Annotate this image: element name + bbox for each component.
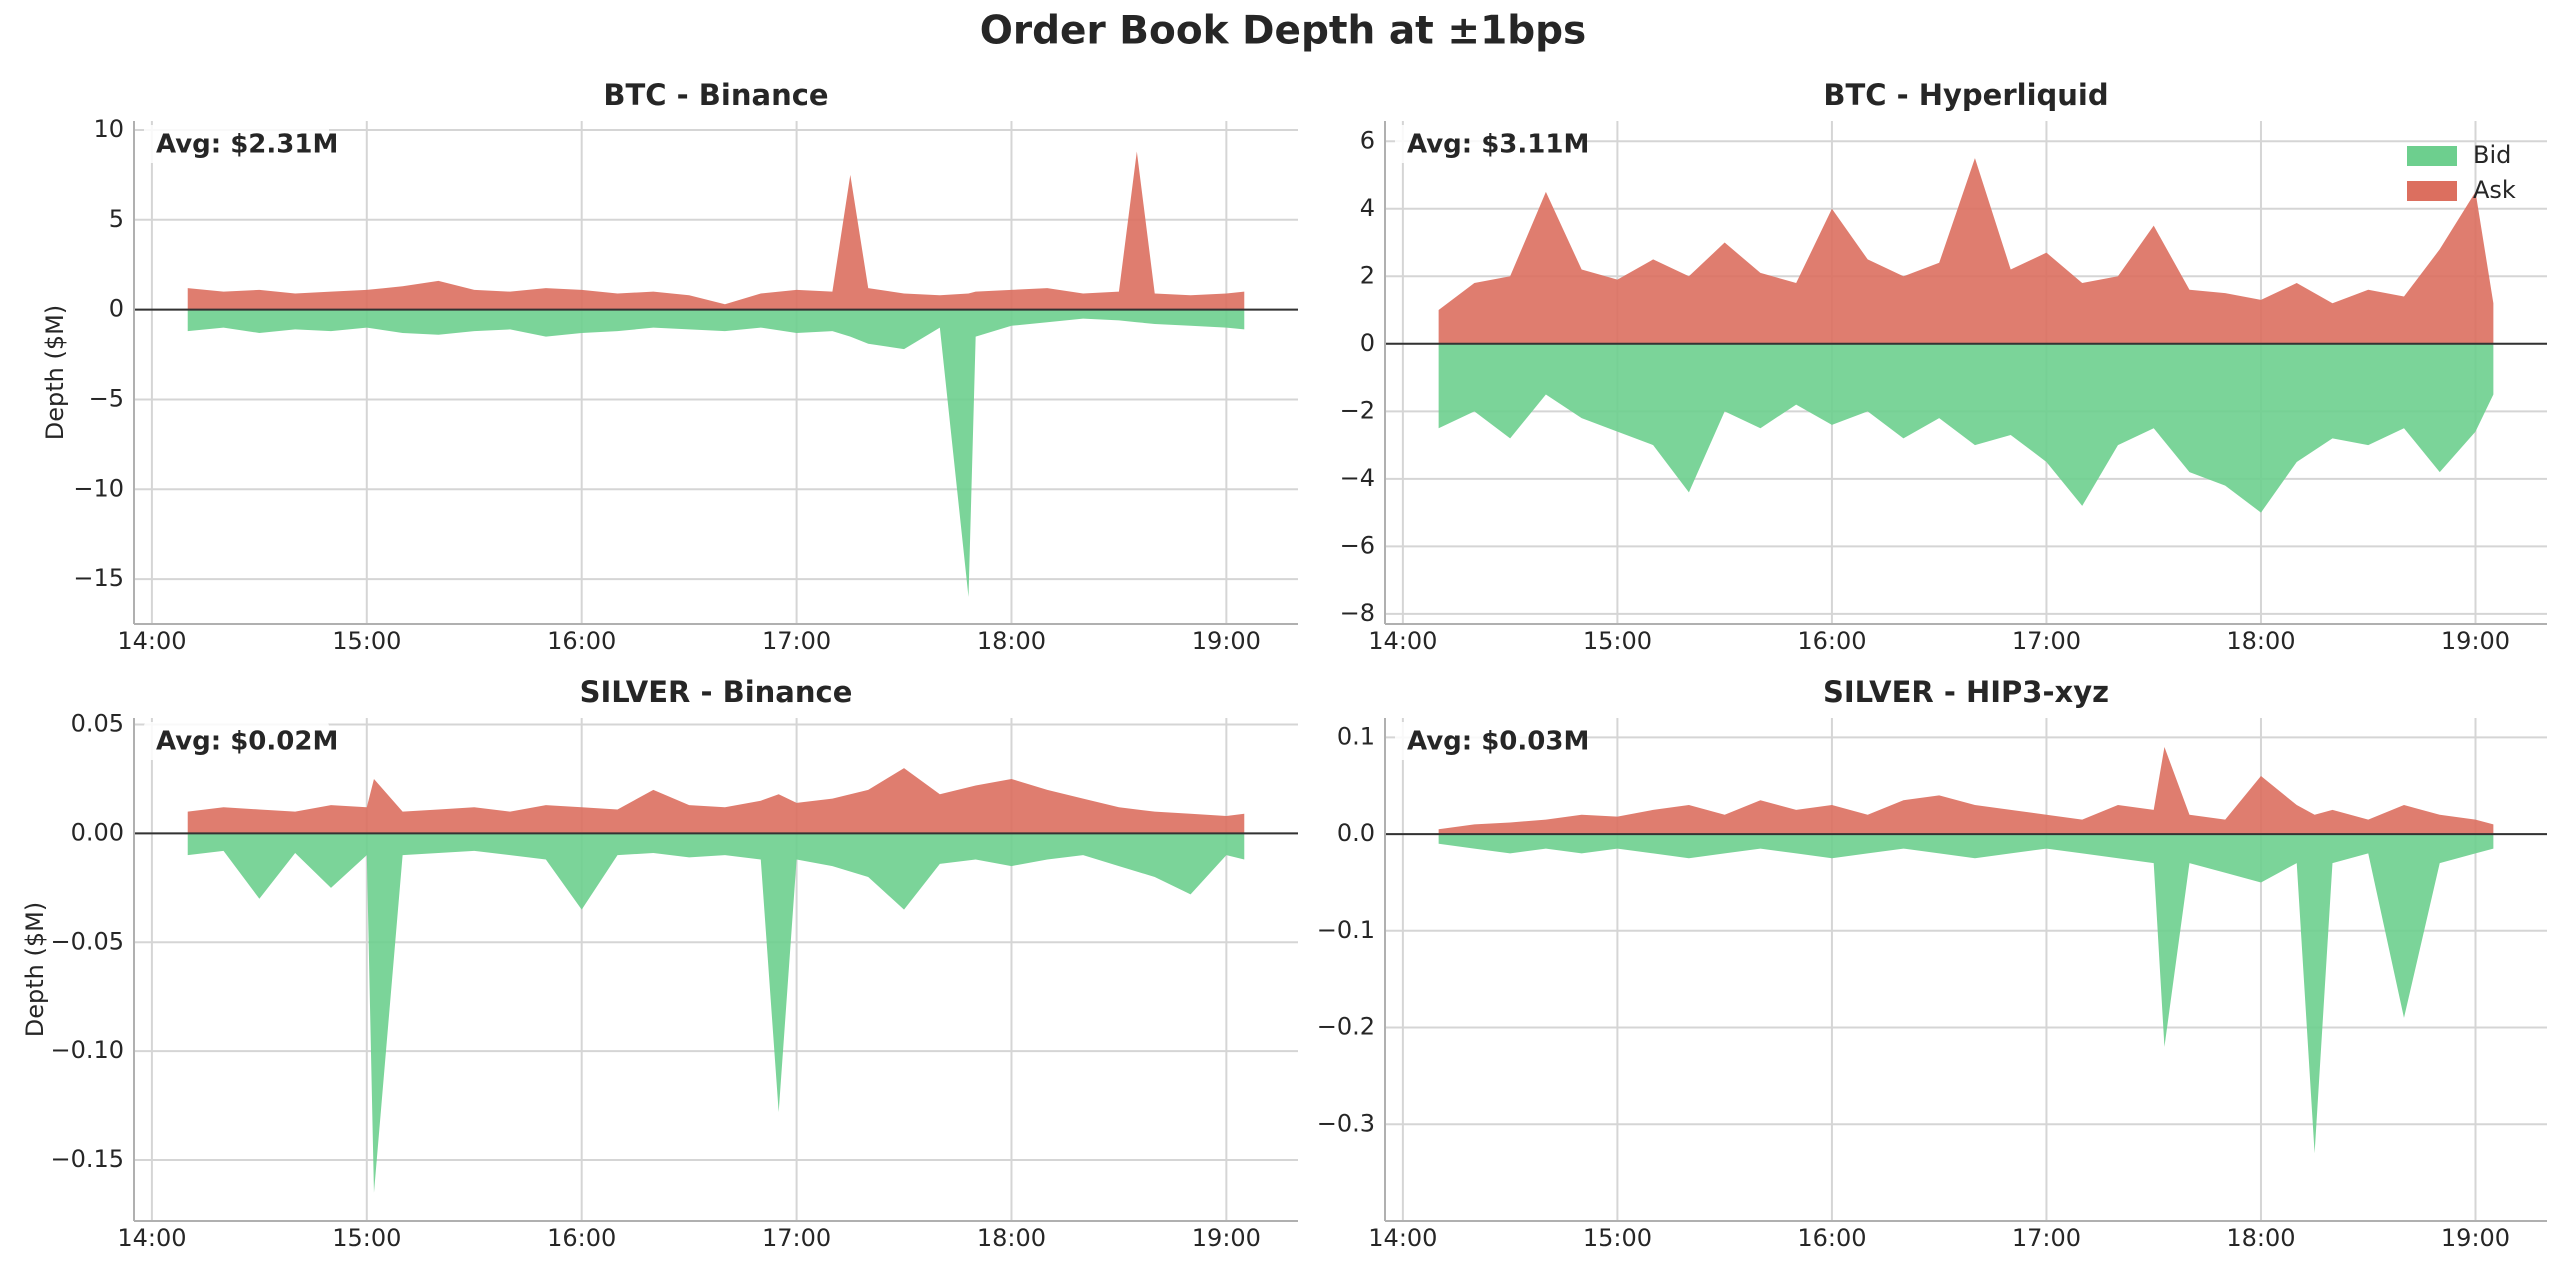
- legend-swatch: [2407, 146, 2457, 166]
- depth-area: [1438, 834, 2494, 1154]
- subplot-title: BTC - Binance: [603, 78, 828, 112]
- x-tick-label: 15:00: [332, 1224, 401, 1252]
- subplot-title: SILVER - HIP3-xyz: [1823, 675, 2109, 709]
- subplot: 14:00 15:00 16:00 17:00 18:00 19:00 −15 −10 −5 0 5…: [41, 78, 1298, 655]
- y-tick-label: 0.05: [71, 710, 124, 738]
- annotation-box: [144, 722, 329, 760]
- y-tick-label: −8: [1340, 599, 1375, 627]
- y-tick-label: −0.3: [1317, 1109, 1375, 1137]
- x-tick-label: 15:00: [332, 627, 401, 655]
- y-tick-label: 2: [1360, 261, 1375, 289]
- x-tick-label: 14:00: [117, 627, 186, 655]
- figure-title: Order Book Depth at ±1bps: [980, 9, 1587, 54]
- y-tick-label: −0.10: [50, 1036, 124, 1064]
- depth-area: [187, 151, 1245, 310]
- x-tick-label: 14:00: [1368, 627, 1437, 655]
- x-tick-label: 18:00: [2226, 627, 2295, 655]
- x-tick-label: 19:00: [1192, 627, 1261, 655]
- depth-area: [1438, 747, 2494, 835]
- y-tick-label: −0.1: [1317, 916, 1375, 944]
- y-axis-label: Depth ($M): [21, 902, 49, 1037]
- x-tick-label: 14:00: [117, 1224, 186, 1252]
- subplot-title: BTC - Hyperliquid: [1823, 78, 2108, 112]
- annotation-box: [1395, 125, 1580, 163]
- x-tick-label: 15:00: [1583, 627, 1652, 655]
- y-tick-label: −0.05: [50, 927, 124, 955]
- annotation: Avg: $0.03M: [1407, 727, 1589, 757]
- y-tick-label: 6: [1360, 126, 1375, 154]
- y-tick-label: −4: [1340, 464, 1375, 492]
- depth-area: [187, 833, 1245, 1193]
- x-tick-label: 19:00: [1192, 1224, 1261, 1252]
- subplot: 14:00 15:00 16:00 17:00 18:00 19:00 −8 −6 −4 −2 0 2…: [1340, 78, 2547, 655]
- x-tick-label: 19:00: [2441, 627, 2510, 655]
- y-tick-label: 0.0: [1337, 819, 1375, 847]
- subplot: 14:00 15:00 16:00 17:00 18:00 19:00 −0.3 −0.2 −0…: [1317, 675, 2547, 1252]
- x-tick-label: 15:00: [1583, 1224, 1652, 1252]
- x-tick-label: 16:00: [1797, 627, 1866, 655]
- y-tick-label: −5: [89, 384, 124, 412]
- y-tick-label: −6: [1340, 531, 1375, 559]
- x-tick-label: 17:00: [2012, 1224, 2081, 1252]
- legend-swatch: [2407, 181, 2457, 201]
- y-tick-label: 0.00: [71, 818, 124, 846]
- depth-area: [1438, 343, 2494, 513]
- annotation: Avg: $0.02M: [156, 727, 338, 757]
- y-tick-label: −10: [73, 474, 124, 502]
- y-tick-label: 5: [109, 205, 124, 233]
- x-tick-label: 19:00: [2441, 1224, 2510, 1252]
- annotation-box: [144, 125, 329, 163]
- annotation: Avg: $2.31M: [156, 130, 338, 160]
- y-tick-label: −15: [73, 564, 124, 592]
- x-tick-label: 16:00: [547, 627, 616, 655]
- y-tick-label: −0.2: [1317, 1013, 1375, 1041]
- subplot: 14:00 15:00 16:00 17:00 18:00 19:00 −0.15 −0.10…: [21, 675, 1298, 1252]
- y-tick-label: −0.15: [50, 1145, 124, 1173]
- x-tick-label: 18:00: [977, 1224, 1046, 1252]
- subplot-title: SILVER - Binance: [580, 675, 853, 709]
- x-tick-label: 18:00: [2226, 1224, 2295, 1252]
- x-tick-label: 14:00: [1368, 1224, 1437, 1252]
- y-tick-label: 0: [1360, 329, 1375, 357]
- depth-area: [1438, 158, 2494, 344]
- y-tick-label: 10: [93, 115, 124, 143]
- y-tick-label: 4: [1360, 194, 1375, 222]
- y-tick-label: −2: [1340, 396, 1375, 424]
- annotation: Avg: $3.11M: [1407, 130, 1589, 160]
- y-tick-label: 0.1: [1337, 722, 1375, 750]
- x-tick-label: 17:00: [762, 1224, 831, 1252]
- legend-label: Bid: [2473, 141, 2511, 169]
- x-tick-label: 17:00: [762, 627, 831, 655]
- depth-area: [187, 768, 1245, 834]
- x-tick-label: 16:00: [1797, 1224, 1866, 1252]
- legend-label: Ask: [2473, 176, 2516, 204]
- annotation-box: [1395, 722, 1580, 760]
- y-tick-label: 0: [109, 295, 124, 323]
- x-tick-label: 18:00: [977, 627, 1046, 655]
- x-tick-label: 17:00: [2012, 627, 2081, 655]
- depth-area: [187, 309, 1245, 598]
- y-axis-label: Depth ($M): [41, 305, 69, 440]
- x-tick-label: 16:00: [547, 1224, 616, 1252]
